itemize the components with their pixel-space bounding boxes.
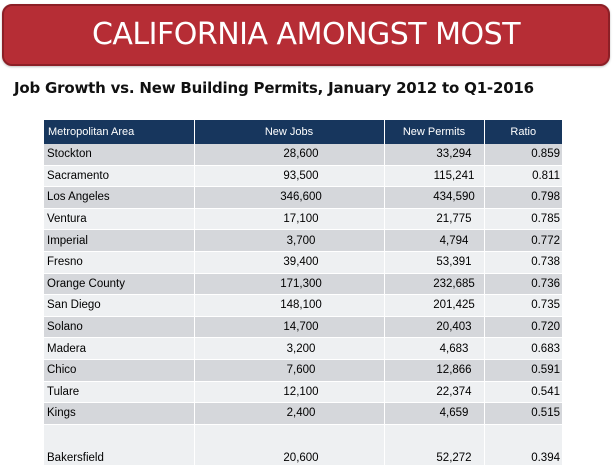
cell-area: Chico — [44, 359, 195, 382]
data-table: Metropolitan Area New Jobs New Permits R… — [44, 120, 562, 466]
cell-new-permits: 4,794 — [384, 229, 485, 252]
column-header-permits: New Permits — [384, 120, 485, 144]
cell-area: Kings — [44, 402, 195, 425]
cell-new-permits: 53,391 — [384, 251, 485, 274]
cell-new-jobs: 28,600 — [194, 144, 385, 166]
cell-ratio: 0.394 — [484, 424, 562, 466]
cell-new-jobs: 14,700 — [194, 316, 385, 339]
cell-area: Stockton — [44, 144, 195, 166]
cell-ratio: 0.738 — [484, 251, 562, 274]
cell-area: Los Angeles — [44, 186, 195, 209]
table-row: Orange County 171,300 232,685 0.736 — [44, 273, 562, 296]
cell-new-jobs: 12,100 — [194, 381, 385, 404]
cell-new-jobs: 2,400 — [194, 402, 385, 425]
cell-ratio: 0.515 — [484, 402, 562, 425]
cell-new-jobs: 346,600 — [194, 186, 385, 209]
cell-ratio: 0.859 — [484, 144, 562, 166]
table-row: Fresno 39,400 53,391 0.738 — [44, 251, 562, 274]
table-row: Kings 2,400 4,659 0.515 — [44, 402, 562, 425]
cell-new-jobs: 20,600 — [194, 424, 385, 466]
cell-area: Fresno — [44, 251, 195, 274]
cell-area: Imperial — [44, 229, 195, 252]
cell-new-permits: 4,683 — [384, 337, 485, 360]
cell-new-jobs: 3,700 — [194, 229, 385, 252]
cell-area: Bakersfield — [44, 424, 195, 466]
cell-new-jobs: 171,300 — [194, 273, 385, 296]
cell-new-jobs: 148,100 — [194, 294, 385, 317]
data-table-container: Metropolitan Area New Jobs New Permits R… — [44, 120, 562, 466]
cell-new-permits: 52,272 — [384, 424, 485, 466]
table-row: Imperial 3,700 4,794 0.772 — [44, 229, 562, 252]
cell-ratio: 0.811 — [484, 165, 562, 188]
table-row: San Diego 148,100 201,425 0.735 — [44, 294, 562, 317]
table-subtitle: Job Growth vs. New Building Permits, Jan… — [14, 79, 534, 97]
cell-ratio: 0.772 — [484, 229, 562, 252]
table-row: Tulare 12,100 22,374 0.541 — [44, 381, 562, 404]
table-row: Stockton 28,600 33,294 0.859 — [44, 144, 562, 166]
cell-new-jobs: 17,100 — [194, 208, 385, 231]
cell-ratio: 0.736 — [484, 273, 562, 296]
cell-new-permits: 115,241 — [384, 165, 485, 188]
cell-new-permits: 4,659 — [384, 402, 485, 425]
table-row: Solano 14,700 20,403 0.720 — [44, 316, 562, 339]
cell-new-permits: 33,294 — [384, 144, 485, 166]
table-row: Sacramento 93,500 115,241 0.811 — [44, 165, 562, 188]
cell-ratio: 0.798 — [484, 186, 562, 209]
table-header-row: Metropolitan Area New Jobs New Permits R… — [44, 120, 562, 144]
table-row: Madera 3,200 4,683 0.683 — [44, 337, 562, 360]
cell-ratio: 0.541 — [484, 381, 562, 404]
cell-area: Madera — [44, 337, 195, 360]
table-row: Chico 7,600 12,866 0.591 — [44, 359, 562, 382]
cell-area: Solano — [44, 316, 195, 339]
column-header-jobs: New Jobs — [194, 120, 385, 144]
column-header-ratio: Ratio — [484, 120, 562, 144]
cell-new-jobs: 3,200 — [194, 337, 385, 360]
cell-new-jobs: 7,600 — [194, 359, 385, 382]
cell-ratio: 0.683 — [484, 337, 562, 360]
table-row: Los Angeles 346,600 434,590 0.798 — [44, 186, 562, 209]
table-row: Ventura 17,100 21,775 0.785 — [44, 208, 562, 231]
banner-title: CALIFORNIA AMONGST MOST UNDERBUILT — [2, 4, 610, 110]
cell-new-jobs: 93,500 — [194, 165, 385, 188]
cell-area: Ventura — [44, 208, 195, 231]
cell-new-permits: 21,775 — [384, 208, 485, 231]
column-header-area: Metropolitan Area — [44, 120, 195, 144]
cell-ratio: 0.785 — [484, 208, 562, 231]
cell-ratio: 0.720 — [484, 316, 562, 339]
cell-ratio: 0.735 — [484, 294, 562, 317]
table-row: Bakersfield 20,600 52,272 0.394 — [44, 424, 562, 466]
cell-area: Sacramento — [44, 165, 195, 188]
cell-new-permits: 20,403 — [384, 316, 485, 339]
cell-ratio: 0.591 — [484, 359, 562, 382]
cell-new-permits: 232,685 — [384, 273, 485, 296]
cell-new-jobs: 39,400 — [194, 251, 385, 274]
cell-new-permits: 201,425 — [384, 294, 485, 317]
cell-new-permits: 22,374 — [384, 381, 485, 404]
cell-new-permits: 12,866 — [384, 359, 485, 382]
cell-area: San Diego — [44, 294, 195, 317]
cell-area: Orange County — [44, 273, 195, 296]
table-body: Stockton 28,600 33,294 0.859 Sacramento 93,50… — [44, 144, 562, 466]
cell-area: Tulare — [44, 381, 195, 404]
cell-new-permits: 434,590 — [384, 186, 485, 209]
